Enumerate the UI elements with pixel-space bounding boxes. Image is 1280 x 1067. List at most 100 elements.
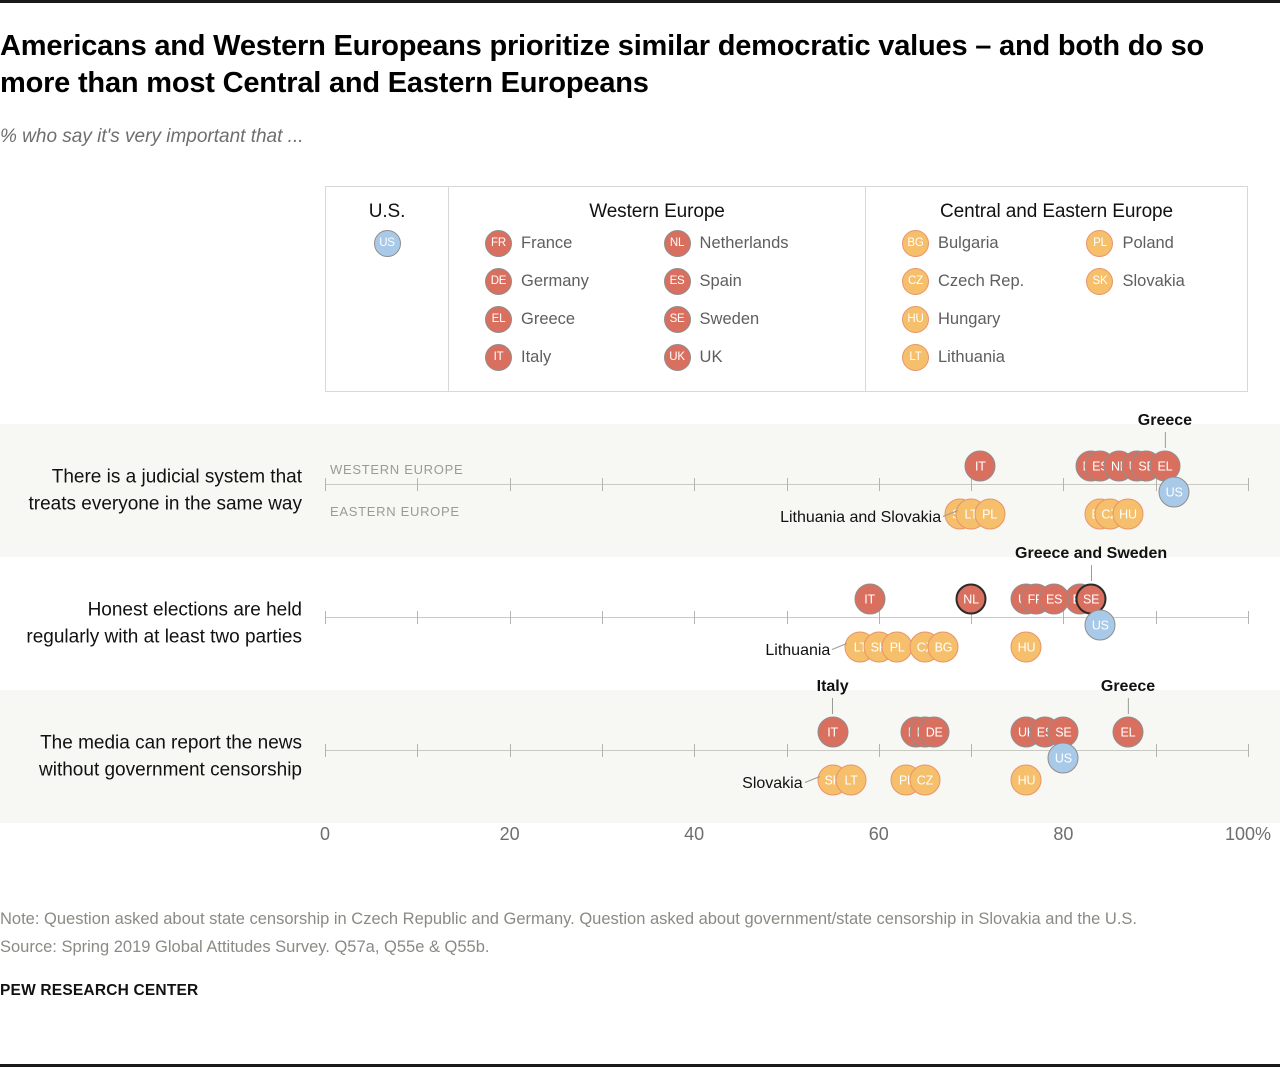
legend-box: U.S. US Western Europe FR France DE Germany EL G…: [325, 186, 1248, 392]
legend-item-label: Spain: [699, 271, 742, 290]
data-point-it[interactable]: IT: [964, 450, 996, 482]
legend-item-fr[interactable]: FR France: [485, 229, 654, 257]
legend-item-hu[interactable]: HU Hungary: [902, 305, 1080, 333]
legend-item-label: Hungary: [938, 309, 1001, 328]
data-point-nl[interactable]: NL: [955, 583, 987, 615]
data-point-pl[interactable]: PL: [974, 498, 1006, 530]
legend-item-sk[interactable]: SK Slovakia: [1086, 267, 1247, 295]
row-question-label: Honest elections are held regularly with…: [26, 598, 302, 648]
chart-row-1: There is a judicial system that treats e…: [0, 412, 1280, 557]
legend-group-heading: Central and Eastern Europe: [940, 201, 1173, 222]
legend-group-heading: Western Europe: [589, 201, 725, 222]
axis-tick: [694, 478, 696, 491]
country-marker-uk: UK: [663, 343, 691, 371]
legend-item-se[interactable]: SE Sweden: [663, 305, 865, 333]
axis-tick: [1155, 744, 1157, 757]
axis-tick: [325, 744, 326, 757]
country-marker-pl: PL: [1086, 229, 1114, 257]
chart-row-3: The media can report the news without go…: [0, 678, 1280, 823]
country-marker-se: SE: [1047, 716, 1079, 748]
callout-annotation: Italy: [817, 678, 849, 714]
row-question-label: There is a judicial system that treats e…: [28, 465, 302, 515]
legend-column: NL Netherlands ES Spain SE Sweden UK UK: [654, 229, 865, 371]
callout-text: Italy: [816, 678, 849, 695]
data-point-hu[interactable]: HU: [1010, 764, 1042, 796]
legend-item-us[interactable]: US: [373, 229, 401, 257]
data-point-el[interactable]: EL: [1112, 716, 1144, 748]
data-point-us[interactable]: US: [1084, 609, 1116, 641]
data-point-cz[interactable]: CZ: [909, 764, 941, 796]
data-point-hu[interactable]: HU: [1112, 498, 1144, 530]
axis-tick: [971, 611, 973, 624]
legend-item-label: Czech Rep.: [938, 271, 1025, 290]
data-point-us[interactable]: US: [1047, 742, 1079, 774]
axis-tick: [694, 744, 696, 757]
legend-item-pl[interactable]: PL Poland: [1086, 229, 1247, 257]
legend-item-it[interactable]: IT Italy: [485, 343, 654, 371]
axis-tick: [601, 478, 603, 491]
side-annotation: Lithuania and Slovakia: [0, 509, 941, 527]
legend-item-cz[interactable]: CZ Czech Rep.: [902, 267, 1080, 295]
data-point-it[interactable]: IT: [854, 583, 886, 615]
data-point-cz[interactable]: CZ: [1094, 498, 1126, 530]
axis-tick: [1248, 478, 1249, 491]
axis-tick: [325, 611, 326, 624]
x-axis-tick-label: 100%: [1224, 824, 1272, 844]
legend-columns: US: [326, 223, 448, 257]
data-point-se[interactable]: SE: [1047, 716, 1079, 748]
callout-leader-line: [832, 698, 834, 714]
axis-tick: [971, 478, 973, 491]
axis-tick: [509, 744, 511, 757]
legend-group-central-and-eastern-europe: Central and Eastern Europe BG Bulgaria CZ Cz…: [865, 187, 1247, 391]
country-marker-de: DE: [485, 267, 512, 295]
axis-tick: [786, 744, 788, 757]
country-marker-cz: CZ: [902, 267, 929, 295]
axis-tick: [786, 611, 788, 624]
data-point-lt[interactable]: LT: [835, 764, 867, 796]
legend-item-label: France: [521, 233, 573, 252]
callout-text: Greece: [1100, 678, 1156, 695]
country-marker-es: ES: [1038, 583, 1070, 615]
footnote-source: Source: Spring 2019 Global Attitudes Sur…: [0, 937, 490, 956]
x-axis-tick-label: 40: [684, 824, 705, 844]
legend-item-es[interactable]: ES Spain: [663, 267, 865, 295]
country-marker-bg: BG: [927, 631, 959, 663]
legend-item-bg[interactable]: BG Bulgaria: [902, 229, 1080, 257]
axis-tick: [878, 611, 880, 624]
data-point-es[interactable]: ES: [1038, 583, 1070, 615]
legend-item-label: Netherlands: [699, 233, 789, 252]
data-point-it[interactable]: IT: [817, 716, 849, 748]
callout-text: Greece and Sweden: [1015, 545, 1168, 562]
legend-columns: BG Bulgaria CZ Czech Rep. HU Hungary LT Lithuan…: [866, 223, 1247, 371]
callout-annotation: Greece and Sweden: [1015, 545, 1167, 581]
country-marker-el: EL: [485, 305, 512, 333]
legend-item-el[interactable]: EL Greece: [485, 305, 654, 333]
axis-tick: [509, 611, 511, 624]
country-marker-hu: HU: [1010, 631, 1042, 663]
legend-item-nl[interactable]: NL Netherlands: [663, 229, 865, 257]
side-annotation-text: Slovakia: [742, 775, 803, 792]
page-title: Americans and Western Europeans prioriti…: [0, 30, 1205, 100]
data-point-se[interactable]: SE: [1075, 583, 1107, 615]
legend-item-lt[interactable]: LT Lithuania: [902, 343, 1080, 371]
data-point-pl[interactable]: PL: [881, 631, 913, 663]
country-marker-us: US: [1047, 742, 1079, 774]
row-question-label: The media can report the news without go…: [39, 731, 302, 781]
bottom-divider: [0, 1064, 1280, 1067]
data-point-bg[interactable]: BG: [927, 631, 959, 663]
axis-tick: [1155, 611, 1157, 624]
legend-group-u-s: U.S. US: [326, 187, 448, 391]
data-point-hu[interactable]: HU: [1010, 631, 1042, 663]
data-point-de[interactable]: DE: [918, 716, 950, 748]
top-divider: [0, 0, 1280, 3]
country-marker-nl: NL: [955, 583, 987, 615]
axis-tick: [878, 478, 880, 491]
legend-item-label: Bulgaria: [938, 233, 999, 252]
legend-item-de[interactable]: DE Germany: [485, 267, 654, 295]
x-axis-tick-label: 0: [319, 824, 331, 844]
axis-tick: [878, 744, 880, 757]
data-point-us[interactable]: US: [1158, 476, 1190, 508]
axis-tick: [1248, 611, 1249, 624]
legend-item-uk[interactable]: UK UK: [663, 343, 865, 371]
country-marker-pl: PL: [974, 498, 1006, 530]
